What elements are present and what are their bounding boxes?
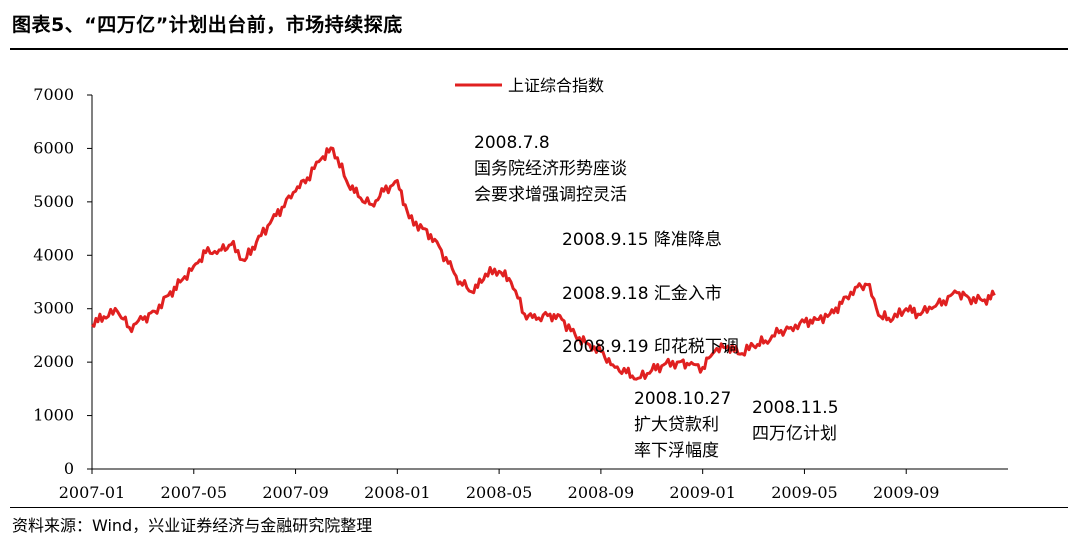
- annotation-text: 2008.10.27: [634, 389, 731, 409]
- y-tick-label: 1000: [33, 406, 74, 425]
- annotation-text: 2008.9.15 降准降息: [562, 230, 722, 250]
- source-rule: [10, 507, 1068, 508]
- x-tick-label: 2008-05: [466, 483, 532, 502]
- figure-title: 图表5、“四万亿”计划出台前，市场持续探底: [12, 14, 403, 36]
- series-line: [91, 146, 996, 381]
- annotation-text: 2008.9.19 印花税下调: [562, 337, 739, 357]
- annotation-text: 会要求增强调控灵活: [474, 185, 627, 205]
- y-tick-label: 4000: [33, 245, 74, 264]
- annotation-text: 2008.9.18 汇金入市: [562, 284, 722, 304]
- line-chart: 0 1000 2000 3000 4000 5000 6000 7000 2007-01 2007…: [33, 76, 1008, 502]
- y-tick-label: 3000: [33, 299, 74, 318]
- x-tick-label: 2009-05: [771, 483, 837, 502]
- annotation-text: 2008.11.5: [752, 398, 839, 418]
- annotation: 2008.11.5 四万亿计划: [752, 398, 839, 444]
- y-tick-label: 6000: [33, 138, 74, 157]
- annotation: 2008.9.15 降准降息: [562, 230, 722, 250]
- annotation-text: 扩大贷款利: [634, 415, 719, 435]
- source-note: 资料来源：Wind，兴业证券经济与金融研究院整理: [12, 516, 373, 535]
- annotation: 2008.9.18 汇金入市: [562, 284, 722, 304]
- x-tick-label: 2008-09: [568, 483, 634, 502]
- y-tick-label: 7000: [33, 85, 74, 104]
- annotation: 2008.9.19 印花税下调: [562, 337, 739, 357]
- x-tick-label: 2009-09: [873, 483, 939, 502]
- x-tick-label: 2008-01: [364, 483, 430, 502]
- legend-label: 上证综合指数: [508, 76, 604, 95]
- x-tick-label: 2007-09: [262, 483, 328, 502]
- title-rule: [10, 48, 1068, 50]
- annotation-text: 2008.7.8: [474, 133, 550, 153]
- y-tick-label: 0: [64, 459, 74, 478]
- x-tick-label: 2007-01: [59, 483, 125, 502]
- chart-series: [91, 146, 996, 381]
- chart-legend: 上证综合指数: [455, 76, 604, 95]
- annotation-text: 四万亿计划: [752, 424, 837, 444]
- chart-axes: 0 1000 2000 3000 4000 5000 6000 7000 2007-01 2007…: [33, 85, 1008, 502]
- y-tick-label: 2000: [33, 352, 74, 371]
- annotation-text: 率下浮幅度: [634, 441, 719, 461]
- y-tick-label: 5000: [33, 192, 74, 211]
- annotation-text: 国务院经济形势座谈: [474, 159, 627, 179]
- x-tick-label: 2007-05: [161, 483, 227, 502]
- x-tick-label: 2009-01: [669, 483, 735, 502]
